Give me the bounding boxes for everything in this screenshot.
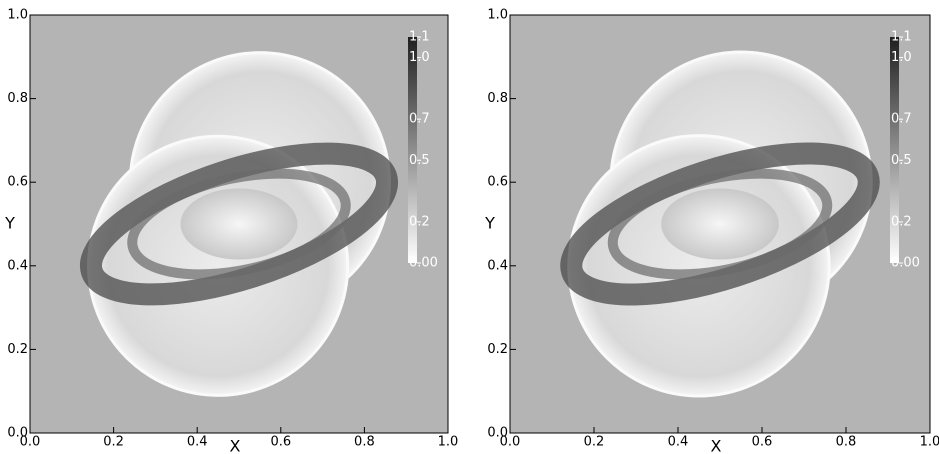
colorbar-tick-label: 0.2: [409, 214, 430, 229]
colorbar-bar: [408, 37, 417, 263]
y-tick-label: 0.6: [7, 175, 28, 190]
y-tick-label: 0.2: [7, 342, 28, 357]
mid-band: [607, 168, 833, 280]
dark-band: [79, 142, 399, 306]
colorbar-tick-label: 0.00: [409, 256, 438, 271]
eye: [661, 188, 779, 260]
field: [79, 51, 399, 397]
x-tick-label: 0.8: [354, 435, 375, 450]
y-tick-label: 0.8: [7, 91, 28, 106]
y-tick-label: 0.6: [487, 175, 508, 190]
colorbar-tick-label: 1.0: [409, 50, 430, 65]
y-tick-label: 1.0: [487, 8, 508, 23]
y-axis-label: Y: [4, 214, 15, 233]
colorbar: 0.00 0.2 0.5 0.7 1.0 1.1: [890, 30, 920, 271]
y-tick-label: 0.4: [7, 258, 28, 273]
plot-frame: [29, 14, 449, 434]
y-tick-label: 0.0: [487, 426, 508, 441]
panel: 0.0 0.2 0.4 0.6 0.8 1.0 0.0 0.2 0.4 0.6 0.8 1.0 X Y 0.…: [4, 8, 458, 454]
x-tick-label: 0.6: [270, 435, 291, 450]
y-tick-label: 0.8: [487, 91, 508, 106]
colorbar-tick-label: 0.5: [409, 153, 430, 168]
colorbar-tick-label: 0.2: [891, 214, 912, 229]
colorbar-bar: [890, 37, 899, 263]
x-tick-label: 0.8: [836, 435, 857, 450]
colorbar-tick-label: 1.0: [891, 50, 912, 65]
colorbar-tick-label: 1.1: [409, 30, 430, 45]
x-tick-label: 0.2: [103, 435, 124, 450]
x-tick-label: 0.4: [668, 435, 689, 450]
colorbar-tick-label: 0.7: [891, 112, 912, 127]
eye: [180, 188, 298, 260]
colorbar: 0.00 0.2 0.5 0.7 1.0 1.1: [408, 30, 438, 271]
colorbar-tick-label: 1.1: [891, 30, 912, 45]
x-tick-label: 1.0: [920, 435, 939, 450]
dark-band: [560, 142, 880, 306]
y-axis-label: Y: [484, 214, 495, 233]
x-tick-label: 0.0: [500, 435, 521, 450]
x-tick-label: 0.6: [752, 435, 773, 450]
field: [560, 50, 880, 398]
colorbar-tick-label: 0.00: [891, 256, 920, 271]
colorbar-tick-label: 0.7: [409, 112, 430, 127]
panel: 0.0 0.2 0.4 0.6 0.8 1.0 0.0 0.2 0.4 0.6 0.8 1.0 X Y 0.…: [484, 8, 939, 454]
y-tick-label: 1.0: [7, 8, 28, 23]
x-tick-label: 1.0: [438, 435, 459, 450]
x-tick-label: 0.2: [584, 435, 605, 450]
mid-band: [127, 168, 351, 280]
y-tick-label: 0.4: [487, 258, 508, 273]
y-tick-label: 0.2: [487, 342, 508, 357]
y-tick-label: 0.0: [7, 426, 28, 441]
colorbar-tick-label: 0.5: [891, 153, 912, 168]
x-axis-label: X: [711, 437, 722, 454]
x-axis-label: X: [230, 437, 241, 454]
x-tick-label: 0.4: [187, 435, 208, 450]
x-tick-label: 0.0: [20, 435, 41, 450]
plot-frame: [509, 14, 931, 434]
